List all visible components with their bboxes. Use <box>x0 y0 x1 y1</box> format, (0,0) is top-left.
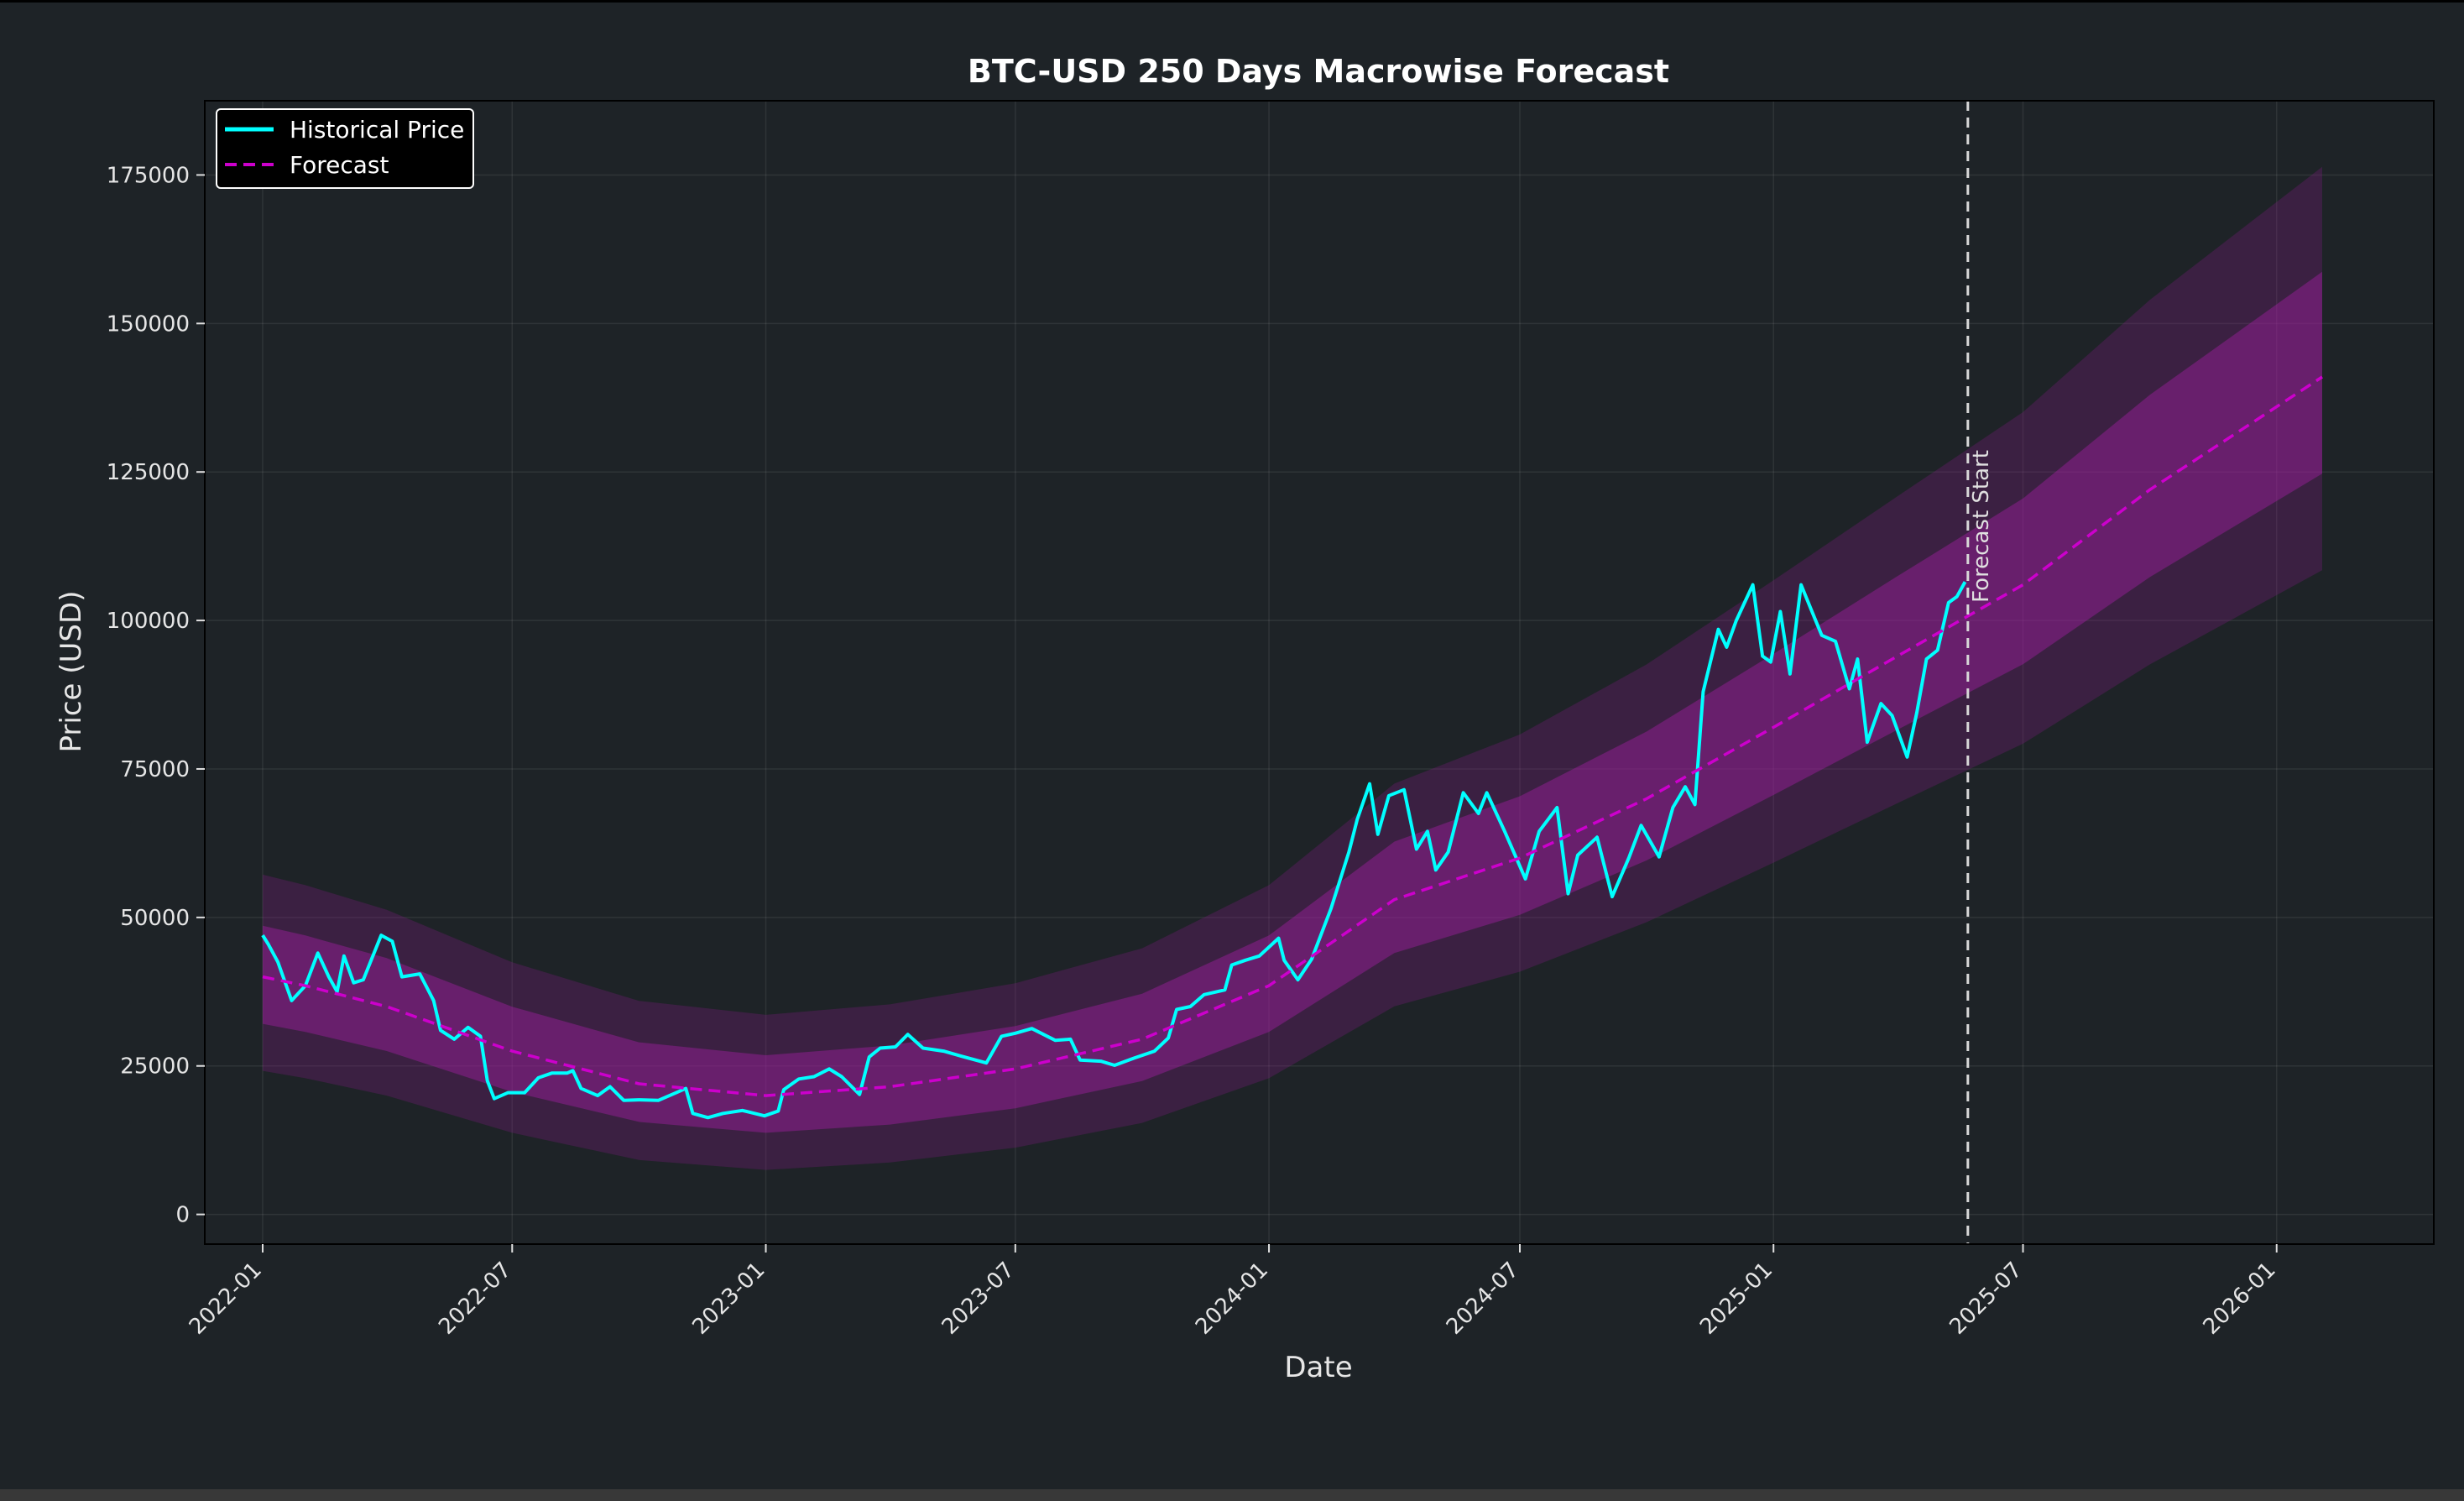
x-tick-label: 2022-07 <box>434 1258 516 1340</box>
chart-title: BTC-USD 250 Days Macrowise Forecast <box>968 53 1669 90</box>
y-tick-label: 25000 <box>120 1054 190 1080</box>
x-axis-ticks: 2022-01 2022-07 2023-01 2023-07 2024-01 2024-… <box>185 1244 2281 1340</box>
x-tick-label: 2024-01 <box>1191 1258 1273 1340</box>
plot-background <box>205 101 2434 1244</box>
y-axis-ticks: 0 25000 50000 75000 100000 125000 150000 175000 <box>107 163 205 1228</box>
y-tick-label: 125000 <box>107 460 190 485</box>
y-tick-label: 0 <box>175 1203 190 1228</box>
x-tick-label: 2023-07 <box>937 1258 1020 1340</box>
x-tick-label: 2022-01 <box>185 1258 267 1340</box>
grid-lines <box>205 101 2434 1244</box>
historical-price-line <box>261 581 1967 1120</box>
legend-label-forecast: Forecast <box>290 151 389 179</box>
bottom-scrollbar <box>0 1489 2464 1501</box>
y-axis-title: Price (USD) <box>55 591 88 753</box>
x-tick-label: 2023-01 <box>687 1258 770 1340</box>
y-tick-label: 175000 <box>107 163 190 188</box>
x-tick-label: 2025-01 <box>1695 1258 1778 1340</box>
inner-confidence-band <box>263 271 2322 1133</box>
legend-box <box>216 108 474 189</box>
y-tick-label: 75000 <box>120 757 190 782</box>
y-tick-label: 100000 <box>107 609 190 634</box>
annotations: Forecast Start <box>1966 101 1994 1244</box>
plot-area <box>205 101 2434 1244</box>
x-tick-label: 2024-07 <box>1442 1258 1524 1340</box>
x-tick-label: 2025-07 <box>1945 1258 2027 1340</box>
legend-label-historical: Historical Price <box>290 116 464 144</box>
series-lines <box>261 375 2323 1120</box>
y-tick-label: 50000 <box>120 906 190 931</box>
y-tick-label: 150000 <box>107 311 190 337</box>
legend: Historical Price Forecast <box>216 108 474 189</box>
forecast-line <box>262 375 2323 1097</box>
plot-frame <box>204 100 2435 1245</box>
x-axis-title: Date <box>1284 1351 1352 1384</box>
x-tick-label: 2026-01 <box>2199 1258 2281 1340</box>
forecast-start-label: Forecast Start <box>1969 450 1994 603</box>
